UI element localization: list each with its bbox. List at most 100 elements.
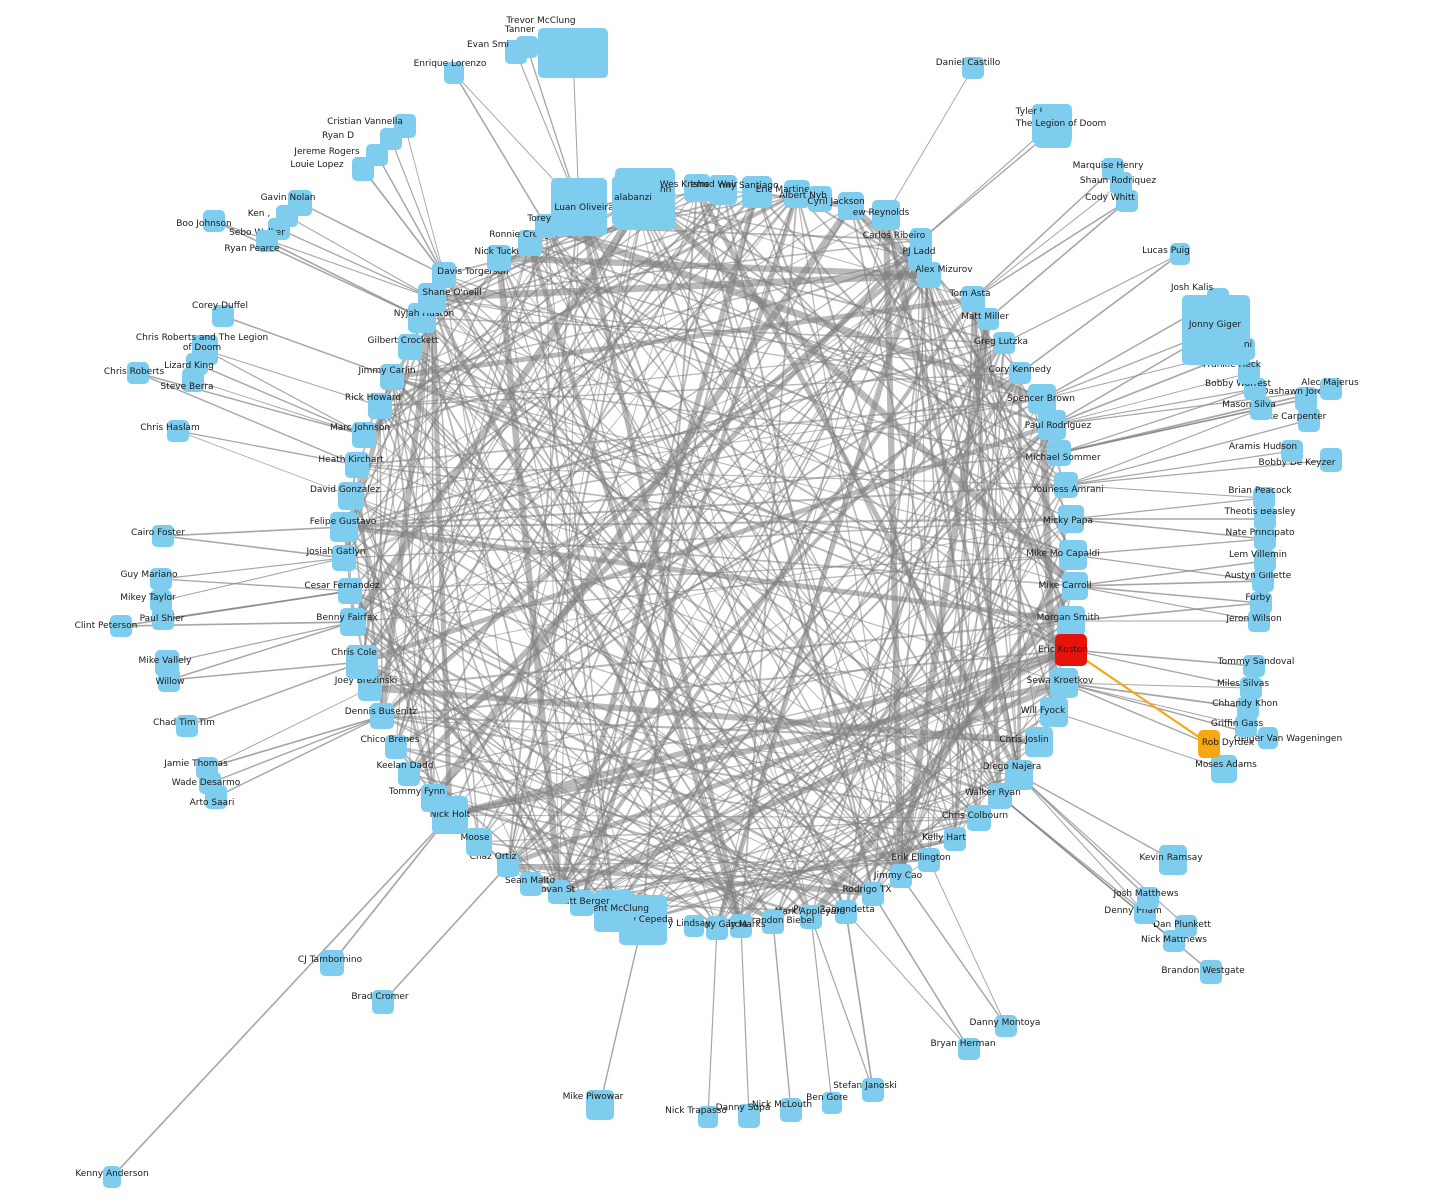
graph-node[interactable] — [1235, 338, 1255, 360]
graph-node[interactable] — [538, 28, 608, 78]
graph-node[interactable] — [352, 422, 376, 448]
graph-node[interactable] — [372, 990, 394, 1014]
graph-node[interactable] — [1116, 190, 1138, 212]
graph-node[interactable] — [1240, 677, 1262, 699]
graph-node[interactable] — [961, 286, 985, 312]
graph-node[interactable] — [594, 890, 634, 932]
graph-node[interactable] — [1237, 697, 1259, 719]
graph-node[interactable] — [684, 915, 704, 937]
graph-node[interactable] — [822, 1092, 842, 1114]
graph-node[interactable] — [1025, 727, 1053, 757]
graph-node[interactable] — [548, 880, 570, 904]
graph-node[interactable] — [706, 916, 728, 940]
graph-node[interactable] — [1009, 362, 1031, 384]
graph-node[interactable] — [709, 175, 737, 205]
graph-node[interactable] — [780, 1098, 802, 1122]
graph-node[interactable] — [944, 827, 966, 851]
graph-node[interactable] — [962, 57, 984, 79]
graph-node[interactable] — [205, 785, 227, 809]
graph-node[interactable] — [967, 805, 991, 831]
graph-node[interactable] — [1059, 540, 1087, 570]
graph-node[interactable] — [385, 735, 407, 759]
graph-node[interactable] — [1211, 755, 1237, 783]
graph-node[interactable] — [352, 157, 374, 181]
graph-node[interactable] — [784, 180, 810, 208]
graph-node[interactable] — [487, 245, 511, 271]
graph-node[interactable] — [398, 334, 422, 360]
graph-node[interactable] — [338, 578, 362, 604]
graph-node[interactable] — [762, 910, 784, 934]
graph-node[interactable] — [1047, 440, 1071, 466]
graph-node[interactable] — [862, 1078, 884, 1102]
graph-node[interactable] — [167, 420, 189, 442]
graph-node[interactable] — [800, 905, 822, 929]
graph-node[interactable] — [1253, 487, 1275, 509]
graph-node[interactable] — [1258, 727, 1278, 749]
graph-node[interactable] — [958, 1038, 980, 1060]
graph-node[interactable] — [1207, 288, 1229, 310]
graph-node[interactable] — [444, 62, 464, 84]
graph-node[interactable] — [340, 608, 366, 636]
graph-node[interactable] — [1028, 384, 1056, 414]
graph-node[interactable] — [176, 715, 198, 737]
graph-node[interactable] — [1038, 410, 1066, 440]
graph-node[interactable] — [497, 853, 519, 877]
graph-node[interactable] — [890, 864, 912, 888]
graph-node[interactable] — [730, 914, 752, 938]
graph-node[interactable] — [1198, 730, 1220, 758]
graph-node[interactable] — [698, 1106, 718, 1128]
graph-node[interactable] — [1054, 472, 1078, 498]
graph-node[interactable] — [570, 890, 594, 916]
graph-node[interactable] — [1137, 887, 1159, 909]
graph-node[interactable] — [330, 512, 358, 542]
graph-node[interactable] — [150, 568, 172, 590]
graph-node[interactable] — [346, 645, 378, 679]
graph-node[interactable] — [1110, 172, 1132, 194]
graph-node[interactable] — [332, 545, 356, 571]
graph-node[interactable] — [152, 608, 174, 630]
graph-node[interactable] — [212, 305, 234, 327]
graph-node[interactable] — [152, 525, 174, 547]
graph-node[interactable] — [182, 368, 204, 392]
graph-node[interactable] — [1175, 915, 1197, 937]
graph-node[interactable] — [256, 230, 278, 252]
graph-node[interactable] — [995, 1015, 1017, 1037]
graph-node[interactable] — [103, 1166, 121, 1188]
graph-node[interactable] — [320, 950, 344, 976]
graph-node[interactable] — [1159, 845, 1187, 875]
graph-node[interactable] — [551, 178, 607, 236]
graph-node[interactable] — [1200, 960, 1222, 984]
graph-node[interactable] — [993, 332, 1015, 354]
graph-node[interactable] — [612, 176, 660, 226]
graph-node[interactable] — [505, 40, 527, 64]
graph-node[interactable] — [917, 262, 941, 288]
graph-node[interactable] — [338, 482, 364, 510]
graph-node[interactable] — [432, 262, 456, 288]
graph-node[interactable] — [1254, 550, 1276, 572]
graph-node[interactable] — [862, 882, 884, 906]
graph-node[interactable] — [835, 900, 857, 924]
graph-node[interactable] — [1062, 572, 1088, 600]
graph-node[interactable] — [977, 308, 999, 330]
graph-node[interactable] — [127, 362, 149, 384]
graph-node[interactable] — [418, 283, 446, 313]
graph-node[interactable] — [368, 393, 392, 419]
graph-node[interactable] — [1058, 505, 1084, 533]
graph-node[interactable] — [1248, 610, 1270, 632]
graph-node[interactable] — [1295, 387, 1317, 411]
graph-node[interactable] — [1035, 112, 1071, 148]
graph-node[interactable] — [1235, 715, 1257, 737]
graph-node[interactable] — [1298, 408, 1320, 432]
graph-node[interactable] — [808, 186, 832, 212]
graph-node[interactable] — [1055, 634, 1087, 666]
graph-node[interactable] — [370, 703, 394, 729]
graph-node[interactable] — [1320, 378, 1342, 400]
graph-node[interactable] — [158, 668, 180, 692]
graph-node[interactable] — [1252, 570, 1274, 592]
graph-node[interactable] — [738, 1104, 760, 1128]
graph-node[interactable] — [742, 176, 772, 208]
graph-node[interactable] — [838, 192, 864, 220]
graph-node[interactable] — [1250, 592, 1272, 614]
graph-node[interactable] — [1243, 655, 1265, 677]
graph-node[interactable] — [1040, 697, 1068, 727]
